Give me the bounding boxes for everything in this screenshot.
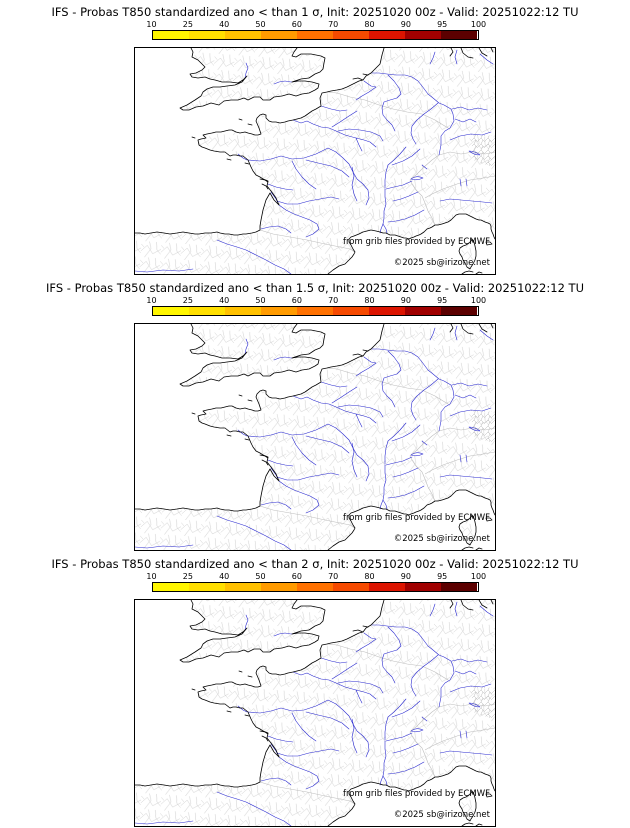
- colorbar-segment: [333, 31, 370, 39]
- colorbar-bar: [151, 30, 479, 40]
- colorbar-ticks: 10 25 40 50 60 70 80 90 95 100: [146, 20, 486, 30]
- colorbar-segment: [152, 31, 189, 39]
- colorbar-legend: 10 25 40 50 60 70 80 90 95 100: [146, 296, 486, 316]
- colorbar-tick-label: 80: [364, 296, 375, 305]
- colorbar-tick-label: 10: [146, 296, 157, 305]
- colorbar-segment: [369, 307, 406, 315]
- copyright-notice: ©2025 sb@irizone.net: [393, 534, 490, 544]
- colorbar-segment: [224, 31, 261, 39]
- colorbar-tick-label: 25: [182, 296, 193, 305]
- page-title: IFS - Probas T850 standardized ano < tha…: [51, 557, 579, 571]
- colorbar-tick-label: 90: [400, 20, 411, 29]
- colorbar-tick-label: 70: [328, 20, 339, 29]
- colorbar-tick-label: 90: [400, 572, 411, 581]
- colorbar-segment: [260, 583, 297, 591]
- colorbar-segment: [260, 307, 297, 315]
- colorbar-segment: [333, 583, 370, 591]
- page-title: IFS - Probas T850 standardized ano < tha…: [46, 281, 584, 295]
- colorbar-tick-label: 95: [437, 572, 448, 581]
- panel-2-sigma: IFS - Probas T850 standardized ano < tha…: [0, 552, 630, 828]
- colorbar-segment: [296, 31, 334, 39]
- colorbar-legend: 10 25 40 50 60 70 80 90 95 100: [146, 572, 486, 592]
- page-title: IFS - Probas T850 standardized ano < tha…: [51, 5, 579, 19]
- colorbar-tick-label: 40: [219, 572, 230, 581]
- colorbar-tick-label: 90: [400, 296, 411, 305]
- colorbar-segment: [224, 307, 261, 315]
- colorbar-segment: [441, 583, 478, 591]
- colorbar-segment: [405, 307, 442, 315]
- colorbar-segment: [152, 583, 189, 591]
- colorbar-segment: [296, 307, 334, 315]
- colorbar-ticks: 10 25 40 50 60 70 80 90 95 100: [146, 572, 486, 582]
- colorbar-tick-label: 60: [291, 20, 302, 29]
- colorbar-segment: [369, 583, 406, 591]
- ecmwf-attribution: from grib files provided by ECMWF: [343, 513, 490, 523]
- colorbar-tick-label: 25: [182, 572, 193, 581]
- colorbar-tick-label: 10: [146, 572, 157, 581]
- copyright-notice: ©2025 sb@irizone.net: [393, 258, 490, 268]
- copyright-notice: ©2025 sb@irizone.net: [393, 810, 490, 820]
- map-panel: from grib files provided by ECMWF ©2025 …: [134, 599, 496, 827]
- colorbar-tick-label: 25: [182, 20, 193, 29]
- colorbar-tick-label: 50: [255, 296, 266, 305]
- ecmwf-attribution: from grib files provided by ECMWF: [343, 789, 490, 799]
- colorbar-segment: [224, 583, 261, 591]
- colorbar-segment: [441, 31, 478, 39]
- colorbar-bar: [151, 306, 479, 316]
- colorbar-segment: [260, 31, 297, 39]
- colorbar-tick-label: 60: [291, 296, 302, 305]
- colorbar-segment: [405, 31, 442, 39]
- colorbar-segment: [333, 307, 370, 315]
- colorbar-ticks: 10 25 40 50 60 70 80 90 95 100: [146, 296, 486, 306]
- panel-1p5-sigma: IFS - Probas T850 standardized ano < tha…: [0, 276, 630, 552]
- colorbar-tick-label: 100: [470, 296, 487, 305]
- colorbar-segment: [188, 583, 225, 591]
- colorbar-tick-label: 95: [437, 20, 448, 29]
- colorbar-tick-label: 50: [255, 20, 266, 29]
- colorbar-tick-label: 40: [219, 296, 230, 305]
- colorbar-tick-label: 40: [219, 20, 230, 29]
- colorbar-segment: [405, 583, 442, 591]
- map-panel: from grib files provided by ECMWF ©2025 …: [134, 323, 496, 551]
- colorbar-segment: [152, 307, 189, 315]
- colorbar-tick-label: 100: [470, 572, 487, 581]
- colorbar-tick-label: 60: [291, 572, 302, 581]
- panel-1-sigma: IFS - Probas T850 standardized ano < tha…: [0, 0, 630, 276]
- colorbar-tick-label: 70: [328, 296, 339, 305]
- colorbar-tick-label: 50: [255, 572, 266, 581]
- colorbar-segment: [369, 31, 406, 39]
- colorbar-bar: [151, 582, 479, 592]
- colorbar-tick-label: 95: [437, 296, 448, 305]
- ecmwf-attribution: from grib files provided by ECMWF: [343, 237, 490, 247]
- colorbar-tick-label: 100: [470, 20, 487, 29]
- map-panel: from grib files provided by ECMWF ©2025 …: [134, 47, 496, 275]
- colorbar-legend: 10 25 40 50 60 70 80 90 95 100: [146, 20, 486, 40]
- colorbar-segment: [441, 307, 478, 315]
- colorbar-segment: [188, 307, 225, 315]
- colorbar-tick-label: 10: [146, 20, 157, 29]
- colorbar-tick-label: 80: [364, 572, 375, 581]
- colorbar-tick-label: 80: [364, 20, 375, 29]
- colorbar-segment: [296, 583, 334, 591]
- colorbar-tick-label: 70: [328, 572, 339, 581]
- colorbar-segment: [188, 31, 225, 39]
